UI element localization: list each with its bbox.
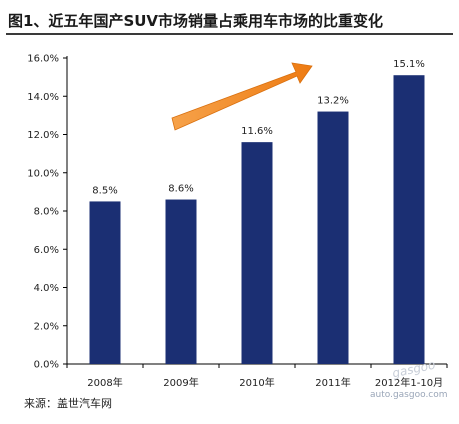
watermark-site: auto.gasgoo.com xyxy=(370,390,448,400)
chart-title: 图1、近五年国产SUV市场销量占乘用车市场的比重变化 xyxy=(8,12,384,30)
y-tick-label: 2.0% xyxy=(34,321,59,332)
data-label: 13.2% xyxy=(317,96,349,107)
y-tick-label: 8.0% xyxy=(34,207,59,218)
x-tick-label: 2012年1-10月 xyxy=(375,376,443,389)
bar xyxy=(165,199,197,364)
y-tick-label: 4.0% xyxy=(34,283,59,294)
y-tick-label: 10.0% xyxy=(27,168,59,179)
trend-arrow-icon xyxy=(171,62,313,131)
bar xyxy=(393,75,425,365)
y-tick-label: 16.0% xyxy=(27,54,59,65)
y-tick-label: 0.0% xyxy=(34,360,59,371)
data-label: 15.1% xyxy=(393,59,425,70)
x-tick-label: 2011年 xyxy=(315,376,350,389)
y-tick-label: 12.0% xyxy=(27,130,59,141)
source-note: 来源：盖世汽车网 xyxy=(24,397,112,410)
data-label: 8.6% xyxy=(168,184,193,195)
y-tick-label: 6.0% xyxy=(34,245,59,256)
bar xyxy=(241,142,273,364)
bar xyxy=(89,201,121,364)
x-tick-label: 2009年 xyxy=(163,376,198,389)
x-tick-label: 2010年 xyxy=(239,376,274,389)
y-tick-label: 14.0% xyxy=(27,92,59,103)
title-rule xyxy=(6,33,453,35)
data-label: 8.5% xyxy=(92,185,117,196)
data-label: 11.6% xyxy=(241,126,273,137)
x-tick-label: 2008年 xyxy=(87,376,122,389)
bar xyxy=(317,111,349,364)
